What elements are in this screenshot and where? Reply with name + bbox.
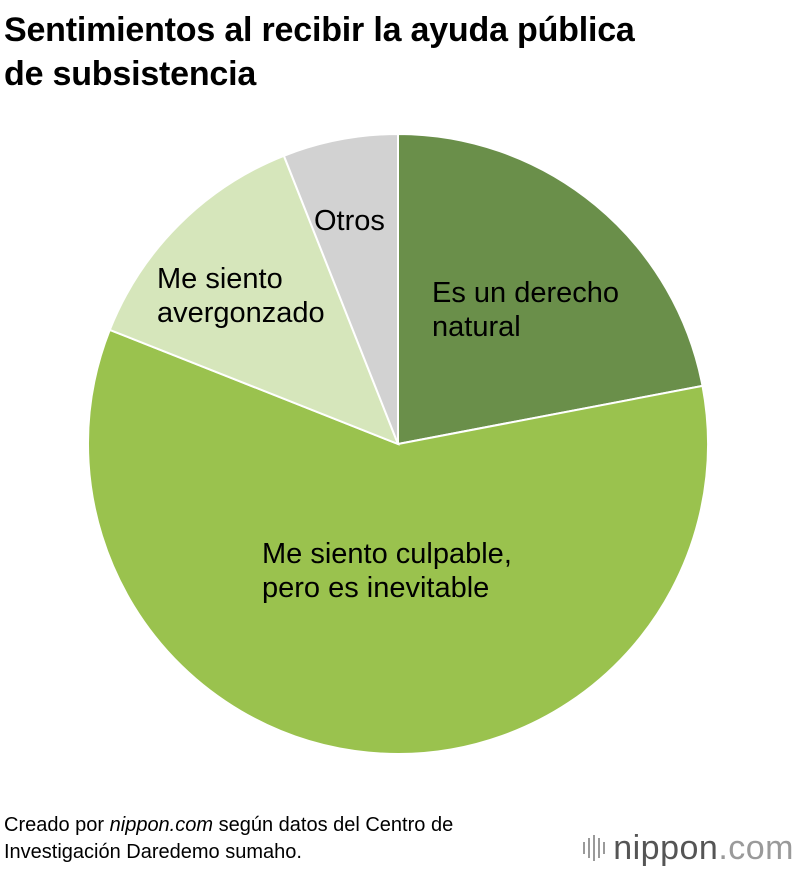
slice-label-4: Otros: [314, 205, 385, 237]
pie-labels: Es un derecho natural Me siento culpable, p…: [157, 205, 619, 604]
slice-label-1: Es un derecho natural: [432, 277, 619, 343]
chart-title-line-1: Sentimientos al recibir la ayuda pública: [4, 11, 635, 49]
slice-label-2: Me siento culpable, pero es inevitable: [262, 538, 512, 604]
slice-label-1-line-1: Es un derecho: [432, 277, 619, 309]
source-prefix: Creado por: [4, 814, 110, 836]
slice-label-2-line-1: Me siento culpable,: [262, 538, 512, 570]
source-note-line-2: Investigación Daredemo sumaho.: [4, 841, 302, 863]
source-note-line-1: Creado por nippon.com según datos del Ce…: [4, 812, 584, 839]
slice-label-2-line-2: pero es inevitable: [262, 572, 489, 604]
slice-label-3-line-1: Me siento: [157, 263, 283, 295]
source-note: Creado por nippon.com según datos del Ce…: [4, 812, 584, 866]
logo-wordmark: nippon.com: [613, 829, 794, 868]
logo-tld: .com: [718, 828, 794, 867]
source-suffix: según datos del Centro de: [213, 814, 454, 836]
pie-slice-2: [87, 328, 710, 755]
logo-bars-icon: [583, 835, 606, 861]
slice-label-3: Me siento avergonzado: [157, 263, 325, 329]
pie-slice-4: [282, 132, 399, 445]
slice-label-1-line-2: natural: [432, 311, 521, 343]
source-site: nippon.com: [109, 814, 214, 836]
chart-title-line-2: de subsistencia: [4, 55, 257, 93]
logo-name: nippon: [613, 828, 719, 867]
slice-label-4-line-1: Otros: [314, 205, 385, 237]
pie-slice-3: [108, 154, 400, 446]
chart-title: Sentimientos al recibir la ayuda pública…: [4, 8, 794, 96]
slice-label-3-line-2: avergonzado: [157, 297, 325, 329]
pie-slices: [87, 132, 710, 755]
nippon-logo: nippon.com: [583, 828, 794, 868]
pie-slice-1: [397, 132, 704, 446]
